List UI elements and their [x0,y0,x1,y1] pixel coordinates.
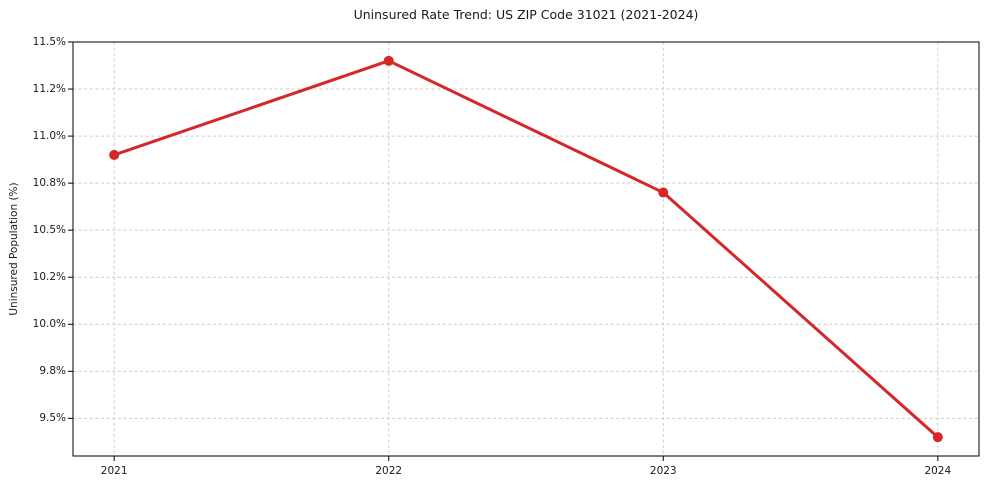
data-point-marker [932,432,943,443]
data-point-marker [383,55,394,66]
y-tick-label: 11.5% [32,36,66,48]
y-tick-label: 11.0% [32,130,66,143]
y-tick-label: 11.2% [32,83,66,96]
y-tick-label: 9.5% [39,412,66,425]
x-tick-label: 2023 [649,465,677,477]
y-tick-label: 10.8% [32,177,66,190]
y-tick-label: 9.8% [39,365,66,378]
plot-border [72,41,980,457]
x-tick-label: 2022 [375,465,403,477]
y-tick-label: 10.2% [32,271,66,284]
trend-line [112,59,940,439]
data-point-marker [658,187,669,198]
data-point-marker [109,149,120,160]
x-tick-label: 2021 [100,465,128,477]
y-axis-label: Uninsured Population (%) [8,182,20,316]
y-tick-label: 10.5% [32,224,66,237]
y-tick-label: 10.0% [32,318,66,331]
x-tick-label: 2024 [924,465,952,477]
chart-title: Uninsured Rate Trend: US ZIP Code 31021 … [353,7,699,22]
